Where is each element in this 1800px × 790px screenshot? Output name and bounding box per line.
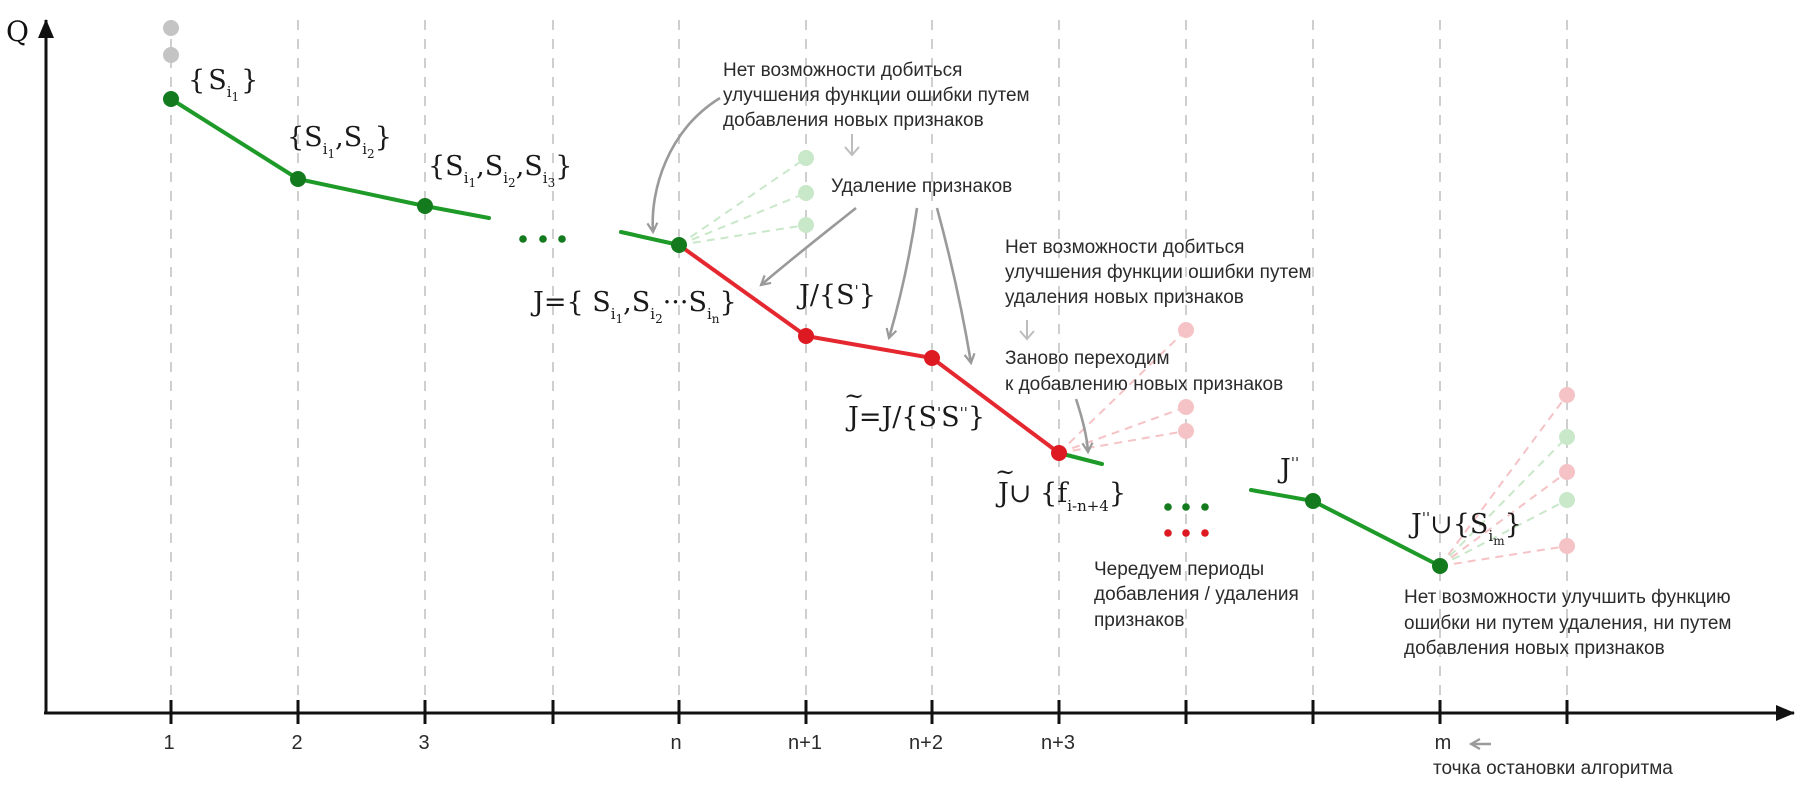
- annotation-removal: Удаление признаков: [831, 176, 1012, 197]
- small-down-arrows: [844, 134, 1035, 341]
- candidate-point: [798, 150, 814, 166]
- candidate-point: [1559, 492, 1575, 508]
- x-tick-label: n+1: [788, 732, 822, 754]
- candidate-point: [798, 185, 814, 201]
- x-tick-marks: [169, 700, 1569, 724]
- removing-phase-line: [677, 243, 1061, 455]
- arrow-no-add: [653, 96, 721, 232]
- label-set-j-tilde-union: J∪ {fi-n+4}: [995, 478, 1126, 515]
- label-set-12: {Si1,Si2}: [287, 122, 392, 161]
- point-step-3: [417, 198, 433, 214]
- annotation-no-improvement-final: Нет возможности улучшить функцию ошибки …: [1404, 587, 1737, 659]
- candidate-point: [1178, 322, 1194, 338]
- label-set-j-dd: J'': [1277, 454, 1299, 485]
- label-set-123: {Si1,Si2,Si3}: [428, 151, 572, 190]
- annotation-alternate: Чередуем периоды добавления / удаления п…: [1094, 559, 1304, 631]
- label-set-j-dd-union: J''∪{Sim}: [1408, 509, 1522, 548]
- point-step-1: [163, 91, 179, 107]
- candidate-point: [163, 20, 179, 36]
- label-set-1: {Si1}: [188, 65, 258, 104]
- grid-lines: [170, 20, 1568, 712]
- candidate-point: [1559, 387, 1575, 403]
- arrow-removal-3: [935, 207, 971, 363]
- point-step-2: [290, 171, 306, 187]
- point-step-n: [671, 237, 687, 253]
- label-set-j-full: J={ Si1,Si2···Sin}: [530, 287, 737, 326]
- label-set-j-remove1: J/{S'}: [796, 280, 876, 311]
- callout-arrows: [653, 96, 1491, 744]
- arrow-restart: [1074, 398, 1088, 452]
- candidate-lines-green-n: [678, 157, 807, 246]
- x-tick-label: n+2: [909, 732, 943, 754]
- adding-phase-2: [619, 230, 681, 247]
- x-tick-labels: 1 2 3 n n+1 n+2 n+3 m: [163, 732, 1451, 754]
- arrow-removal-2: [889, 207, 919, 338]
- x-tick-label: 2: [291, 732, 302, 754]
- x-tick-label: n+3: [1041, 732, 1075, 754]
- candidate-point: [1559, 429, 1575, 445]
- ellipsis-alternate: [1164, 503, 1209, 537]
- y-axis-label: Q: [6, 15, 29, 48]
- annotation-stop-point: точка остановки алгоритма: [1433, 758, 1673, 779]
- candidate-lines-red-n3: [1058, 329, 1187, 454]
- point-step-n2: [924, 350, 940, 366]
- x-tick-label: 1: [163, 732, 174, 754]
- label-tilde-mark-2: ~: [995, 458, 1015, 486]
- candidate-point: [1559, 538, 1575, 554]
- candidate-point: [163, 47, 179, 63]
- candidate-point: [798, 217, 814, 233]
- annotation-no-remove-improvement: Нет возможности добиться улучшения функц…: [1005, 237, 1317, 308]
- point-step-n1: [798, 328, 814, 344]
- point-step-n3: [1051, 445, 1067, 461]
- label-set-j-tilde: J=J/{S'S''}: [845, 402, 985, 433]
- x-tick-label: m: [1435, 732, 1452, 754]
- adding-phase-1: [169, 97, 491, 220]
- point-step-m: [1432, 558, 1448, 574]
- annotation-no-add-improvement: Нет возможности добиться улучшения функц…: [723, 60, 1035, 131]
- faded-points: [163, 20, 1575, 554]
- point-step-j-dd: [1305, 493, 1321, 509]
- axes: [38, 19, 1795, 721]
- x-tick-label: n: [670, 732, 681, 754]
- candidate-point: [1559, 464, 1575, 480]
- ellipsis-green: [519, 235, 566, 243]
- trajectory-points: [163, 91, 1448, 574]
- candidate-point: [1178, 423, 1194, 439]
- annotation-restart-adding: Заново переходим к добавлению новых приз…: [1005, 348, 1283, 395]
- x-tick-label: 3: [418, 732, 429, 754]
- arrow-removal-1: [761, 206, 857, 285]
- candidate-lines-m: [1439, 394, 1568, 567]
- candidate-point: [1178, 399, 1194, 415]
- label-tilde-mark: ~: [844, 382, 864, 410]
